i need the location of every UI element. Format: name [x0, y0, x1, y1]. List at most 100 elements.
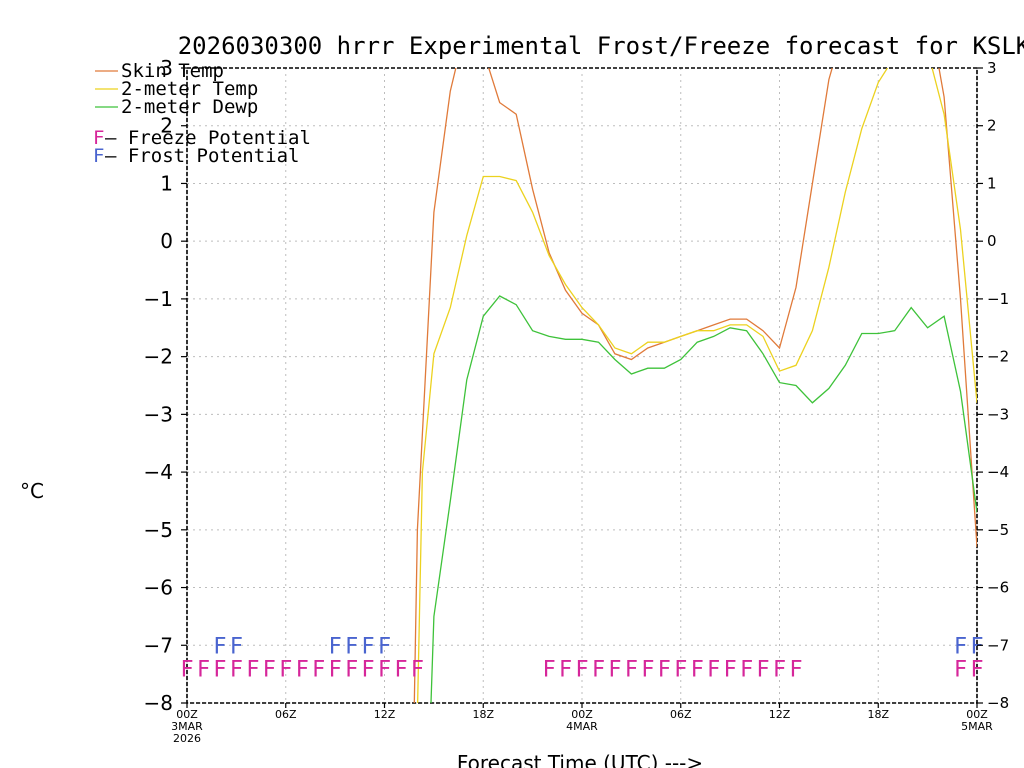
y-tick-label: 2 — [160, 114, 173, 138]
x-tick-label: 18Z — [472, 708, 494, 721]
y-tick-label: −4 — [144, 460, 173, 484]
freeze-flag: F — [263, 657, 276, 682]
y-tick-label: −3 — [144, 402, 173, 426]
freeze-flag: F — [329, 657, 342, 682]
y-tick-label: −7 — [144, 633, 173, 657]
frost-flag: F — [378, 634, 391, 659]
freeze-flag: F — [542, 657, 555, 682]
y-tick-label-right: −3 — [987, 405, 1009, 423]
x-tick-date: 4MAR — [566, 720, 598, 733]
freeze-flag: F — [608, 657, 621, 682]
x-tick-label: 00Z — [966, 708, 988, 721]
freeze-flag: F — [394, 657, 407, 682]
freeze-flag: F — [230, 657, 243, 682]
y-tick-label-right: −6 — [987, 579, 1009, 597]
freeze-flag: F — [954, 657, 967, 682]
freeze-flag: F — [312, 657, 325, 682]
freeze-flag: F — [625, 657, 638, 682]
y-tick-label: −8 — [144, 691, 173, 715]
y-tick-label: 0 — [160, 229, 173, 253]
legend-label: 2-meter Dewp — [121, 96, 258, 118]
freeze-flag: F — [724, 657, 737, 682]
legend-potential-label: – Freeze Potential — [105, 127, 311, 149]
frost-flag: F — [361, 634, 374, 659]
freeze-flag: F — [345, 657, 358, 682]
freeze-flag: F — [691, 657, 704, 682]
legend-label: 2-meter Temp — [121, 78, 258, 100]
y-tick-label: −1 — [144, 287, 173, 311]
frost-flag: F — [345, 634, 358, 659]
chart-title: 2026030300 hrrr Experimental Frost/Freez… — [178, 32, 1024, 60]
series-line-skin-temp — [413, 68, 977, 703]
x-axis-label: Forecast Time (UTC) ---> — [457, 751, 703, 768]
freeze-flag: F — [707, 657, 720, 682]
freeze-flag: F — [279, 657, 292, 682]
y-tick-label-right: 2 — [987, 117, 997, 135]
y-tick-label-right: −8 — [987, 694, 1009, 712]
series-layer — [413, 68, 977, 703]
legend-potential-label: – Frost Potential — [105, 145, 299, 167]
freeze-flag: F — [559, 657, 572, 682]
y-tick-label: 1 — [160, 171, 173, 195]
y-tick-label-right: 0 — [987, 232, 997, 250]
y-tick-label-right: −5 — [987, 521, 1009, 539]
frost-flag: F — [954, 634, 967, 659]
x-tick-label: 06Z — [670, 708, 692, 721]
y-tick-label-right: 1 — [987, 174, 997, 192]
freeze-flag: F — [756, 657, 769, 682]
legend-letter: F — [93, 127, 104, 149]
x-tick-label: 00Z — [176, 708, 198, 721]
series-line-2-meter-temp — [416, 68, 977, 703]
x-tick-date: 5MAR — [961, 720, 993, 733]
y-tick-label-right: −1 — [987, 290, 1009, 308]
potential-flags: F F F F F F F FF F F F F F F F F F F F F F F F F F F F F F F F F F F F F F F F… — [180, 634, 983, 682]
freeze-flag: F — [378, 657, 391, 682]
x-tick-date: 3MAR — [171, 720, 203, 733]
y-tick-label-right: −4 — [987, 463, 1009, 481]
freeze-flag: F — [411, 657, 424, 682]
freeze-flag: F — [296, 657, 309, 682]
frost-flag: F — [230, 634, 243, 659]
y-tick-label: 3 — [160, 56, 173, 80]
y-axis-label: °C — [20, 479, 44, 503]
freeze-flag: F — [641, 657, 654, 682]
x-tick-year: 2026 — [173, 732, 201, 745]
frost-flag: F — [329, 634, 342, 659]
freeze-flag: F — [213, 657, 226, 682]
freeze-flag: F — [674, 657, 687, 682]
x-tick-label: 06Z — [275, 708, 297, 721]
y-axis-left: −8 −7 −6 −5 −4 −3 −2 −1 0 1 2 3 — [144, 56, 187, 715]
legend-letter: F — [93, 145, 104, 167]
y-tick-label-right: −2 — [987, 348, 1009, 366]
y-tick-label: −2 — [144, 345, 173, 369]
freeze-flag: F — [740, 657, 753, 682]
y-axis-right: −8 −7 −6 −5 −4 −3 −2 −1 0 1 2 3 — [977, 59, 1009, 712]
x-tick-label: 00Z — [571, 708, 593, 721]
legend-label: Skin Temp — [121, 60, 224, 82]
freeze-flag: F — [575, 657, 588, 682]
y-tick-label: −6 — [144, 576, 173, 600]
y-tick-label-right: −7 — [987, 636, 1009, 654]
freeze-flag: F — [773, 657, 786, 682]
plot-frame — [186, 67, 978, 704]
freeze-flag: F — [658, 657, 671, 682]
frost-flag: F — [213, 634, 226, 659]
x-tick-label: 12Z — [769, 708, 791, 721]
y-tick-label: −5 — [144, 518, 173, 542]
freeze-flag: F — [592, 657, 605, 682]
frost-flag: F — [970, 634, 983, 659]
x-tick-label: 18Z — [867, 708, 889, 721]
freeze-flag: F — [970, 657, 983, 682]
freeze-flag: F — [246, 657, 259, 682]
freeze-flag: F — [197, 657, 210, 682]
grid-lines — [186, 67, 978, 704]
freeze-flag: F — [361, 657, 374, 682]
x-tick-label: 12Z — [374, 708, 396, 721]
freeze-flag: F — [180, 657, 193, 682]
y-tick-label-right: 3 — [987, 59, 997, 77]
series-line-2-meter-dewp — [430, 295, 977, 703]
freeze-flag: F — [789, 657, 802, 682]
